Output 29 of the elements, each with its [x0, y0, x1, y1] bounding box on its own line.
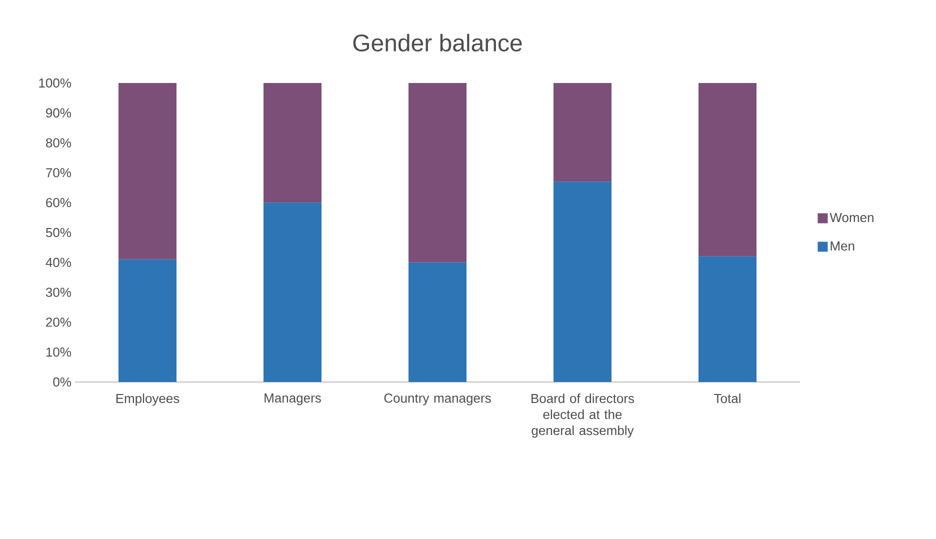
y-tick-label: 0% [53, 377, 72, 387]
bar [554, 83, 612, 182]
y-tick-label: 60% [46, 198, 72, 208]
bar [408, 262, 467, 382]
bar [264, 83, 322, 203]
bar [264, 202, 322, 382]
y-tick-label: 70% [46, 168, 72, 178]
x-tick-label: Employees [116, 394, 180, 406]
y-tick-label: 40% [46, 258, 72, 268]
legend-label: Women [830, 213, 874, 222]
x-tick-label: Country managers [384, 394, 491, 406]
x-tick-label: Board of directors elected at the general assembly [532, 394, 634, 438]
y-tick-label: 30% [46, 288, 72, 297]
legend-label: Men [830, 242, 854, 251]
y-tick-label: 80% [46, 138, 72, 148]
bar [408, 83, 467, 262]
y-tick-label: 10% [46, 347, 72, 357]
x-tick-label: Managers [264, 394, 321, 406]
chart-title: Gender balance [353, 34, 522, 52]
bar [698, 83, 757, 256]
bar [118, 259, 177, 382]
bar [554, 182, 612, 382]
y-tick-label: 100% [39, 78, 72, 88]
bar [698, 256, 757, 382]
x-tick-label: Total [714, 394, 740, 404]
y-tick-label: 50% [46, 228, 72, 238]
y-tick-label: 90% [46, 108, 72, 118]
y-tick-label: 20% [46, 318, 72, 327]
bar [118, 83, 177, 260]
